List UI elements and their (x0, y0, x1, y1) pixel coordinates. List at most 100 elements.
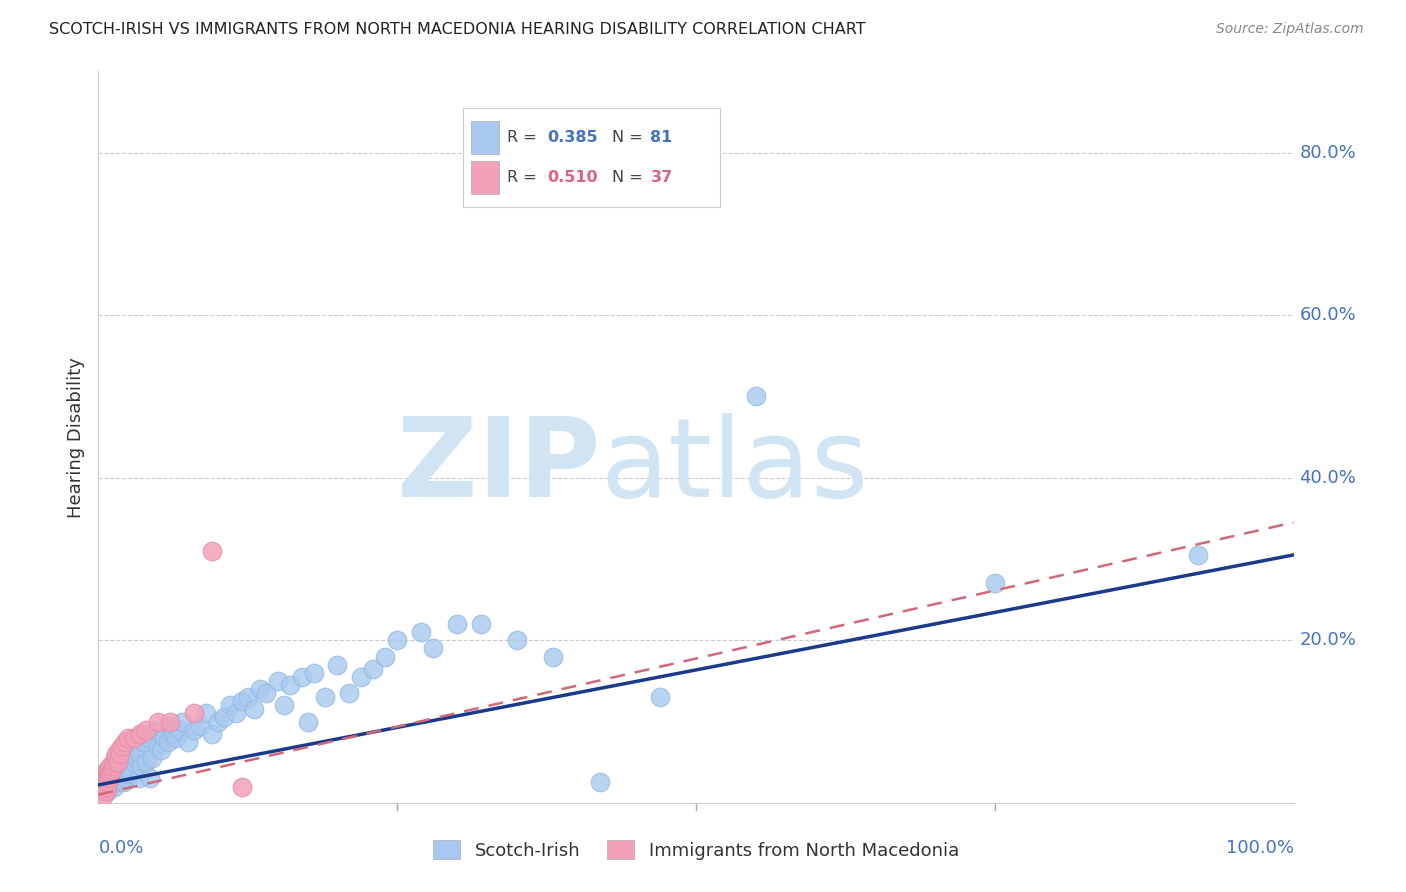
Point (177, 735, 200, 749)
Point (120, 764, 142, 778)
Point (98, 780, 122, 794)
Point (139, 772, 162, 786)
Point (172, 714, 194, 729)
Point (470, 617, 492, 632)
Point (141, 751, 163, 765)
Point (165, 731, 187, 745)
Point (188, 718, 211, 732)
Point (135, 723, 157, 737)
Point (114, 735, 136, 749)
Point (363, 662, 385, 676)
Point (648, 690, 672, 705)
Point (94, 775, 117, 789)
Text: 40.0%: 40.0% (1299, 468, 1357, 487)
Point (101, 759, 124, 773)
Text: 80.0%: 80.0% (1299, 144, 1357, 161)
Point (107, 743, 129, 757)
Point (97, 767, 120, 781)
Point (93, 788, 115, 802)
Point (105, 775, 128, 789)
Point (98, 772, 122, 786)
Point (446, 617, 468, 632)
Point (96, 764, 118, 778)
Point (124, 755, 146, 769)
Text: 60.0%: 60.0% (1299, 306, 1357, 324)
Point (131, 759, 153, 773)
Point (127, 739, 149, 753)
Point (159, 714, 181, 729)
Point (112, 775, 135, 789)
Point (162, 727, 184, 741)
Point (506, 633, 529, 648)
Point (103, 780, 125, 794)
Point (201, 727, 224, 741)
Point (315, 690, 337, 705)
Point (117, 767, 139, 781)
Point (121, 767, 143, 781)
Point (156, 735, 179, 749)
Point (94, 783, 117, 797)
Point (219, 698, 242, 713)
Point (91, 775, 114, 789)
Point (97, 783, 120, 797)
Point (97, 775, 120, 789)
Point (107, 772, 129, 786)
Text: SCOTCH-IRISH VS IMMIGRANTS FROM NORTH MACEDONIA HEARING DISABILITY CORRELATION C: SCOTCH-IRISH VS IMMIGRANTS FROM NORTH MA… (49, 22, 866, 37)
Point (108, 767, 131, 781)
Point (249, 681, 271, 696)
Point (129, 747, 152, 761)
Point (129, 727, 152, 741)
Point (231, 780, 253, 794)
Point (108, 747, 131, 761)
Point (93, 772, 115, 786)
Point (100, 775, 122, 789)
Point (143, 723, 166, 737)
Point (589, 775, 612, 789)
Text: atlas: atlas (600, 413, 869, 520)
Text: 100.0%: 100.0% (1226, 839, 1294, 857)
Point (118, 747, 141, 761)
Point (91, 783, 114, 797)
Point (291, 670, 314, 684)
Point (385, 633, 409, 648)
Point (125, 751, 148, 765)
Point (148, 739, 170, 753)
Point (100, 764, 122, 778)
Text: 20.0%: 20.0% (1299, 632, 1357, 649)
Point (302, 665, 325, 680)
Point (124, 731, 146, 745)
Point (225, 706, 247, 721)
Point (98, 772, 121, 786)
Point (236, 690, 259, 705)
Point (183, 723, 205, 737)
Point (273, 698, 295, 713)
Point (104, 751, 127, 765)
Point (115, 755, 138, 769)
Point (411, 625, 433, 640)
Point (267, 673, 290, 688)
Point (243, 702, 266, 716)
Point (297, 714, 319, 729)
Text: ZIP: ZIP (396, 413, 600, 520)
Point (159, 718, 181, 732)
Point (745, 389, 768, 403)
Point (104, 764, 127, 778)
Point (149, 743, 172, 757)
Point (278, 678, 301, 692)
Point (212, 710, 235, 724)
Text: 0.0%: 0.0% (98, 839, 143, 857)
Point (96, 775, 118, 789)
Point (984, 576, 1007, 591)
Point (132, 735, 155, 749)
Point (135, 755, 157, 769)
Point (93, 780, 115, 794)
Point (339, 686, 361, 700)
Point (101, 767, 124, 781)
Point (98, 767, 122, 781)
Point (326, 657, 349, 672)
Text: Source: ZipAtlas.com: Source: ZipAtlas.com (1216, 22, 1364, 37)
Point (96, 772, 118, 786)
Point (110, 764, 132, 778)
Point (96, 780, 118, 794)
Legend: Scotch-Irish, Immigrants from North Macedonia: Scotch-Irish, Immigrants from North Mace… (426, 833, 966, 867)
